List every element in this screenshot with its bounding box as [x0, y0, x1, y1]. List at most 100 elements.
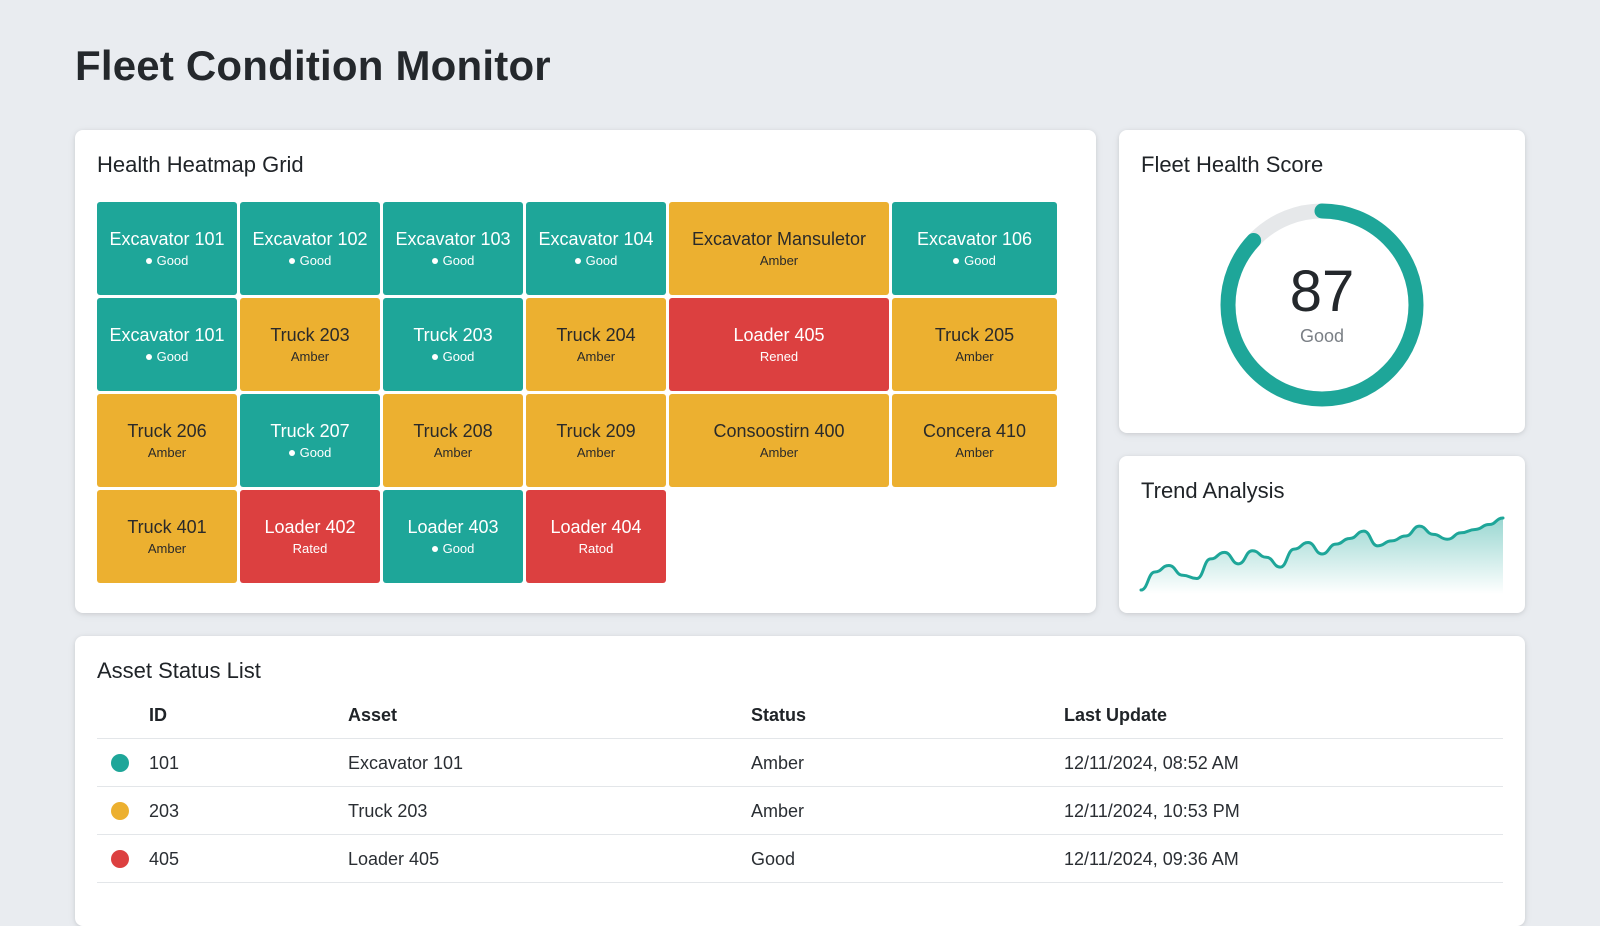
trend-line	[1139, 516, 1505, 592]
heatmap-tile[interactable]: Truck 207 Good	[240, 394, 380, 487]
trend-area	[1141, 518, 1503, 594]
asset-list-title: Asset Status List	[97, 658, 261, 683]
tile-asset-name: Excavator Mansuletor	[691, 228, 867, 249]
tile-status: Good	[289, 252, 332, 269]
gauge-arc	[1220, 203, 1424, 407]
page-title: Fleet Condition Monitor	[75, 42, 551, 89]
tile-status: Amber	[147, 540, 187, 556]
heatmap-tile[interactable]: Loader 404 Ratod	[526, 490, 666, 583]
tile-asset-name: Excavator 102	[252, 228, 368, 249]
column-header-status[interactable]: Status	[751, 705, 807, 725]
cell-status: Amber	[751, 801, 805, 821]
column-header-id[interactable]: ID	[149, 705, 167, 725]
heatmap-tile[interactable]: Consoostirn 400 Amber	[669, 394, 889, 487]
status-dot-icon	[111, 850, 129, 868]
cell-status: Good	[751, 849, 796, 869]
score-title: Fleet Health Score	[1141, 152, 1324, 177]
tile-asset-name: Truck 203	[413, 324, 493, 345]
cell-id: 203	[149, 801, 180, 821]
tile-asset-name: Truck 205	[934, 324, 1015, 345]
tile-asset-name: Excavator 101	[109, 228, 225, 249]
tile-status: Amber	[955, 348, 994, 364]
tile-asset-name: Consoostirn 400	[713, 420, 845, 441]
table-header: ID Asset Status Last Update	[97, 691, 1503, 739]
score-value: 87	[1289, 259, 1355, 324]
tile-asset-name: Truck 207	[270, 420, 350, 441]
health-gauge: 87 Good	[1219, 202, 1425, 408]
score-label: Good	[1299, 326, 1345, 346]
cell-asset: Loader 405	[348, 849, 440, 869]
trend-sparkline	[1139, 516, 1505, 594]
table-row[interactable]: 405 Loader 405 Good 12/11/2024, 09:36 AM	[97, 835, 1503, 883]
heatmap-tile[interactable]: Truck 208 Amber	[383, 394, 523, 487]
heatmap-tile[interactable]: Excavator 101 Good	[97, 202, 237, 295]
heatmap-tile[interactable]: Truck 205 Amber	[892, 298, 1057, 391]
tile-status: Good	[432, 252, 475, 269]
tile-asset-name: Loader 405	[733, 324, 825, 345]
tile-asset-name: Truck 206	[127, 420, 207, 441]
tile-status: Amber	[576, 348, 616, 364]
tile-asset-name: Concera 410	[922, 420, 1027, 441]
tile-asset-name: Truck 208	[413, 420, 493, 441]
heatmap-tile[interactable]: Truck 203 Amber	[240, 298, 380, 391]
heatmap-tile[interactable]: Truck 209 Amber	[526, 394, 666, 487]
table-row[interactable]: 101 Excavator 101 Amber 12/11/2024, 08:52 A…	[97, 739, 1503, 787]
heatmap-tile[interactable]: Excavator Mansuletor Amber	[669, 202, 889, 295]
cell-asset: Truck 203	[348, 801, 428, 821]
heatmap-tile[interactable]: Excavator 101 Good	[97, 298, 237, 391]
trend-title: Trend Analysis	[1141, 478, 1285, 503]
tile-asset-name: Loader 404	[550, 516, 642, 537]
tile-status: Good	[146, 348, 189, 365]
heatmap-tile[interactable]: Loader 403 Good	[383, 490, 523, 583]
tile-status: Rened	[759, 348, 799, 364]
tile-status: Good	[289, 444, 332, 461]
heatmap-tile[interactable]: Excavator 102 Good	[240, 202, 380, 295]
heatmap-tile[interactable]: Concera 410 Amber	[892, 394, 1057, 487]
heatmap-tile[interactable]: Loader 405 Rened	[669, 298, 889, 391]
heatmap-tile[interactable]: Loader 402 Rated	[240, 490, 380, 583]
heatmap-tile[interactable]: Truck 203 Good	[383, 298, 523, 391]
health-heatmap-card: Health Heatmap Grid Excavator 101 Good Exc…	[75, 130, 1096, 613]
tile-status: Good	[432, 540, 475, 557]
tile-asset-name: Truck 204	[556, 324, 636, 345]
tile-status: Good	[953, 252, 996, 269]
column-header-asset[interactable]: Asset	[348, 705, 398, 725]
tile-status: Good	[146, 252, 189, 269]
tile-status: Good	[432, 348, 475, 365]
heatmap-tile[interactable]: Excavator 106 Good	[892, 202, 1057, 295]
cell-last-update: 12/11/2024, 10:53 PM	[1064, 801, 1240, 821]
cell-last-update: 12/11/2024, 08:52 AM	[1064, 753, 1239, 773]
tile-status: Amber	[955, 444, 994, 460]
tile-status: Amber	[433, 444, 473, 460]
tile-status: Amber	[759, 444, 799, 460]
heatmap-title: Health Heatmap Grid	[97, 152, 304, 177]
heatmap-tile[interactable]: Truck 206 Amber	[97, 394, 237, 487]
tile-status: Ratod	[578, 540, 614, 556]
heatmap-tile[interactable]: Excavator 104 Good	[526, 202, 666, 295]
tile-asset-name: Loader 402	[264, 516, 356, 537]
tile-asset-name: Excavator 106	[916, 228, 1033, 249]
tile-status: Rated	[292, 540, 328, 556]
table-row[interactable]: 203 Truck 203 Amber 12/11/2024, 10:53 PM	[97, 787, 1503, 835]
tile-asset-name: Truck 209	[556, 420, 636, 441]
column-header-last-update[interactable]: Last Update	[1064, 705, 1168, 725]
asset-status-list-card: Asset Status List ID Asset Status Last U…	[75, 636, 1525, 926]
tile-asset-name: Excavator 101	[109, 324, 225, 345]
cell-last-update: 12/11/2024, 09:36 AM	[1064, 849, 1239, 869]
status-dot-icon	[111, 754, 129, 772]
tile-status: Amber	[290, 348, 330, 364]
fleet-health-score-card: Fleet Health Score 87 Good	[1119, 130, 1525, 433]
tile-status: Good	[575, 252, 618, 269]
status-dot-icon	[111, 802, 129, 820]
tile-status: Amber	[147, 444, 187, 460]
cell-asset: Excavator 101	[348, 753, 464, 773]
heatmap-tile[interactable]: Truck 401 Amber	[97, 490, 237, 583]
cell-id: 405	[149, 849, 180, 869]
heatmap-tile[interactable]: Truck 204 Amber	[526, 298, 666, 391]
tile-asset-name: Excavator 104	[538, 228, 654, 249]
cell-status: Amber	[751, 753, 805, 773]
cell-id: 101	[149, 753, 180, 773]
heatmap-tile[interactable]: Excavator 103 Good	[383, 202, 523, 295]
tile-asset-name: Truck 203	[270, 324, 350, 345]
tile-status: Amber	[576, 444, 616, 460]
